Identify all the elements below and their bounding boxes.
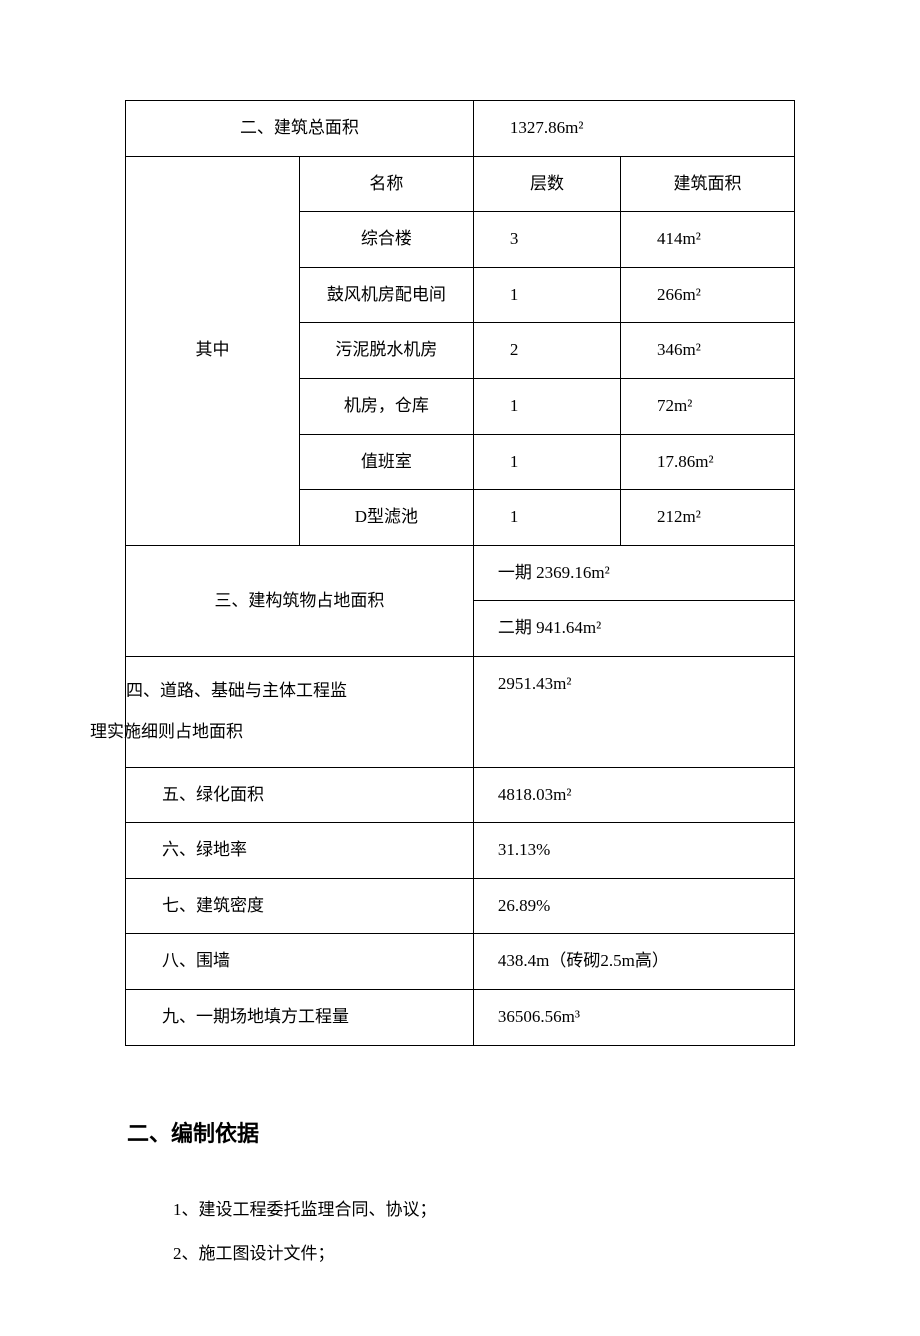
cell-area: 212m²	[621, 490, 795, 546]
section-heading: 二、编制依据	[125, 1116, 795, 1148]
cell-name: 值班室	[299, 434, 473, 490]
cell-name: 综合楼	[299, 212, 473, 268]
cell-label: 二、建筑总面积	[126, 101, 474, 157]
table-row: 二、建筑总面积 1327.86m²	[126, 101, 795, 157]
cell-value: 31.13%	[473, 823, 794, 879]
cell-floors: 2	[473, 323, 620, 379]
list-item: 1、建设工程委托监理合同、协议；	[125, 1188, 795, 1232]
cell-area: 346m²	[621, 323, 795, 379]
table-row: 八、围墙 438.4m（砖砌2.5m高）	[126, 934, 795, 990]
cell-value: 一期 2369.16m²	[473, 545, 794, 601]
specification-table: 二、建筑总面积 1327.86m² 其中 名称 层数 建筑面积 综合楼 3 41…	[125, 100, 795, 1046]
table-row: 七、建筑密度 26.89%	[126, 878, 795, 934]
cell-value: 4818.03m²	[473, 767, 794, 823]
cell-label: 七、建筑密度	[126, 878, 474, 934]
cell-value: 二期 941.64m²	[473, 601, 794, 657]
cell-header: 名称	[299, 156, 473, 212]
cell-area: 17.86m²	[621, 434, 795, 490]
table-row: 四、道路、基础与主体工程监理实施细则占地面积 2951.43m²	[126, 656, 795, 767]
cell-area: 414m²	[621, 212, 795, 268]
cell-floors: 1	[473, 434, 620, 490]
cell-header: 建筑面积	[621, 156, 795, 212]
cell-floors: 3	[473, 212, 620, 268]
cell-floors: 1	[473, 378, 620, 434]
table-row: 九、一期场地填方工程量 36506.56m³	[126, 989, 795, 1045]
cell-area: 72m²	[621, 378, 795, 434]
cell-label: 五、绿化面积	[126, 767, 474, 823]
table-row: 五、绿化面积 4818.03m²	[126, 767, 795, 823]
cell-name: 鼓风机房配电间	[299, 267, 473, 323]
table-row: 三、建构筑物占地面积 一期 2369.16m²	[126, 545, 795, 601]
cell-label: 六、绿地率	[126, 823, 474, 879]
cell-header: 层数	[473, 156, 620, 212]
table-row: 其中 名称 层数 建筑面积	[126, 156, 795, 212]
cell-value: 2951.43m²	[473, 656, 794, 767]
cell-label: 九、一期场地填方工程量	[126, 989, 474, 1045]
cell-label: 三、建构筑物占地面积	[126, 545, 474, 656]
table-row: 六、绿地率 31.13%	[126, 823, 795, 879]
cell-area: 266m²	[621, 267, 795, 323]
cell-value: 26.89%	[473, 878, 794, 934]
cell-group-label: 其中	[126, 156, 300, 545]
cell-label: 八、围墙	[126, 934, 474, 990]
cell-label: 四、道路、基础与主体工程监	[126, 671, 473, 712]
cell-floors: 1	[473, 267, 620, 323]
cell-value: 1327.86m²	[473, 101, 794, 157]
list-item: 2、施工图设计文件；	[125, 1232, 795, 1276]
cell-name: D型滤池	[299, 490, 473, 546]
cell-floors: 1	[473, 490, 620, 546]
cell-value: 438.4m（砖砌2.5m高）	[473, 934, 794, 990]
cell-name: 污泥脱水机房	[299, 323, 473, 379]
cell-label-cont: 理实施细则占地面积	[126, 712, 473, 753]
cell-name: 机房，仓库	[299, 378, 473, 434]
cell-value: 36506.56m³	[473, 989, 794, 1045]
